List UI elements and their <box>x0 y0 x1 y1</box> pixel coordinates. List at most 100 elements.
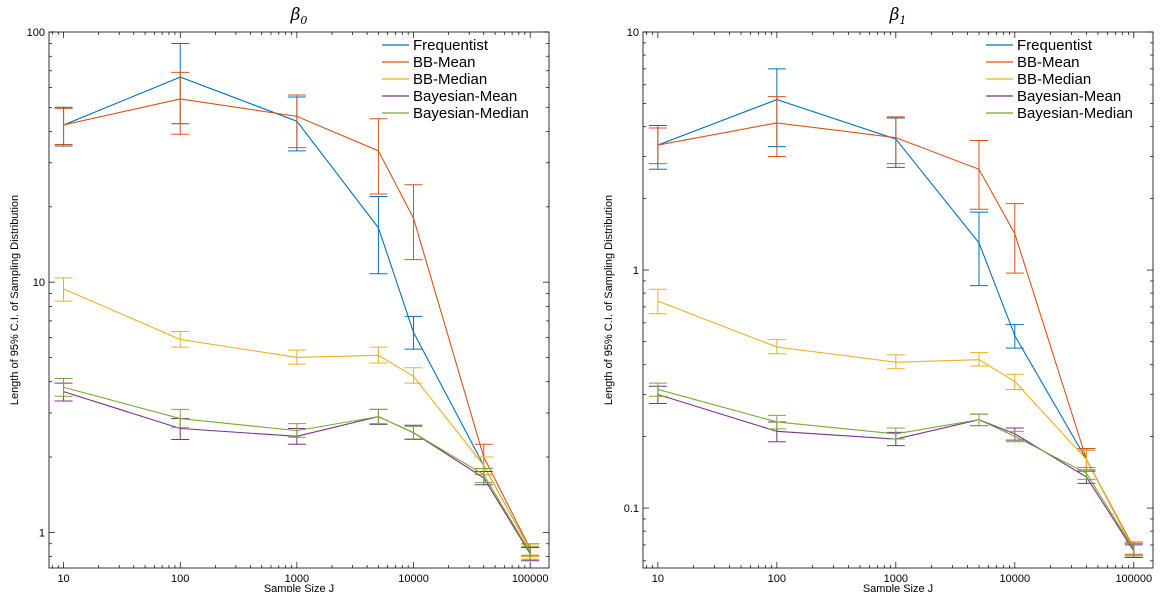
series-bayesian-median <box>648 382 1143 557</box>
error-bar <box>171 330 190 348</box>
error-bar <box>1005 430 1024 443</box>
x-axis-ticks <box>51 32 531 568</box>
series-bb-median <box>648 288 1143 557</box>
error-bar <box>287 423 306 438</box>
error-bar <box>1005 373 1024 390</box>
error-bar <box>969 413 988 427</box>
error-bar <box>1005 324 1024 349</box>
series-bayesian-mean <box>54 382 540 562</box>
y-axis-ticks <box>49 31 549 557</box>
x-tick-label: 10 <box>57 573 69 585</box>
plot-frame <box>48 31 550 569</box>
series-line <box>657 388 1135 550</box>
x-tick-label: 10000 <box>398 573 429 585</box>
x-tick-label: 100000 <box>1115 573 1152 585</box>
y-tick-label: 1 <box>633 265 639 277</box>
error-bar <box>369 346 388 364</box>
error-bar <box>171 408 190 429</box>
series-bayesian-mean <box>648 385 1143 558</box>
series-bb-mean <box>54 71 540 556</box>
error-bar <box>969 211 988 287</box>
legend-item: Bayesian-Median <box>382 105 529 122</box>
x-tick-label: 100 <box>171 573 189 585</box>
y-axis-ticks <box>643 31 1153 562</box>
legend-label: BB-Mean <box>413 54 476 71</box>
legend-item: Bayesian-Mean <box>382 88 517 105</box>
error-bar <box>54 377 73 397</box>
x-tick-label: 10000 <box>1000 573 1031 585</box>
error-bar <box>886 427 905 440</box>
x-tick-label: 100000 <box>512 573 549 585</box>
series-line <box>63 288 531 551</box>
error-bar <box>404 184 423 261</box>
y-tick-label: 0.1 <box>624 503 639 515</box>
x-tick-label: 10 <box>652 573 664 585</box>
legend-item: Bayesian-Mean <box>986 88 1121 105</box>
x-tick-label: 1000 <box>285 573 309 585</box>
plot-frame <box>642 31 1154 569</box>
y-tick-label: 1 <box>39 527 45 539</box>
error-bar <box>886 354 905 370</box>
legend-label: Frequentist <box>1017 37 1093 54</box>
error-bar <box>648 382 667 397</box>
x-tick-label: 100 <box>768 573 786 585</box>
error-bar <box>287 349 306 365</box>
legend-label: BB-Median <box>1017 71 1091 88</box>
error-bar <box>969 352 988 367</box>
error-bar <box>648 127 667 165</box>
chart-title: β1 <box>889 5 907 27</box>
legend: FrequentistBB-MeanBB-MedianBayesian-Mean… <box>382 37 529 122</box>
chart-title: β0 <box>290 5 308 27</box>
y-axis-label: Length of 95% C.I. of Sampling Distribut… <box>9 195 21 405</box>
legend-label: Bayesian-Mean <box>413 88 517 105</box>
chart-title-subscript: 0 <box>300 14 307 27</box>
legend-item: Bayesian-Median <box>986 105 1133 122</box>
error-bar <box>767 414 786 430</box>
error-bar <box>1077 467 1096 480</box>
error-bar <box>404 367 423 384</box>
error-bar <box>521 545 540 560</box>
series-line <box>63 391 531 555</box>
error-bar <box>648 288 667 315</box>
error-bar <box>369 195 388 275</box>
x-tick-label: 1000 <box>884 573 908 585</box>
series-line <box>657 300 1135 550</box>
error-bar <box>886 116 905 165</box>
series-line <box>63 386 531 553</box>
x-axis-label: Sample Size J <box>863 583 933 592</box>
chart-title-symbol: β <box>889 5 900 25</box>
error-bar <box>767 339 786 355</box>
x-axis-label: Sample Size J <box>264 583 334 592</box>
legend-item: Frequentist <box>986 37 1093 54</box>
legend-label: BB-Mean <box>1017 54 1080 71</box>
legend-label: Frequentist <box>413 37 489 54</box>
error-bar <box>1124 542 1143 557</box>
legend-item: Frequentist <box>382 37 489 54</box>
series-line <box>63 98 531 549</box>
chart-title-subscript: 1 <box>899 14 906 27</box>
error-bar <box>404 315 423 350</box>
legend-item: BB-Median <box>382 71 487 88</box>
y-tick-label: 10 <box>627 27 639 39</box>
error-bar <box>969 140 988 210</box>
chart-title-symbol: β <box>290 5 301 25</box>
series-bayesian-median <box>54 377 540 560</box>
error-bar <box>171 71 190 135</box>
legend-item: BB-Mean <box>382 54 476 71</box>
y-axis-label: Length of 95% C.I. of Sampling Distribut… <box>603 195 615 405</box>
legend-label: BB-Median <box>413 71 487 88</box>
chart-panel-beta1: 10 100 1000 10000 100000 0.1 1 10 Sample Size J L… <box>603 5 1154 592</box>
series-line <box>657 122 1135 549</box>
error-bar <box>54 277 73 302</box>
series-bb-median <box>54 277 540 558</box>
chart-panel-beta0: 10 100 1000 10000 100000 1 10 100 Sample Size J L… <box>9 5 550 592</box>
y-tick-label: 100 <box>27 27 45 39</box>
error-bar <box>54 107 73 146</box>
x-axis-ticks <box>645 32 1135 568</box>
legend-label: Bayesian-Mean <box>1017 88 1121 105</box>
error-bar <box>474 467 493 484</box>
error-bar <box>1005 203 1024 274</box>
legend-label: Bayesian-Median <box>1017 105 1133 122</box>
legend-item: BB-Mean <box>986 54 1080 71</box>
